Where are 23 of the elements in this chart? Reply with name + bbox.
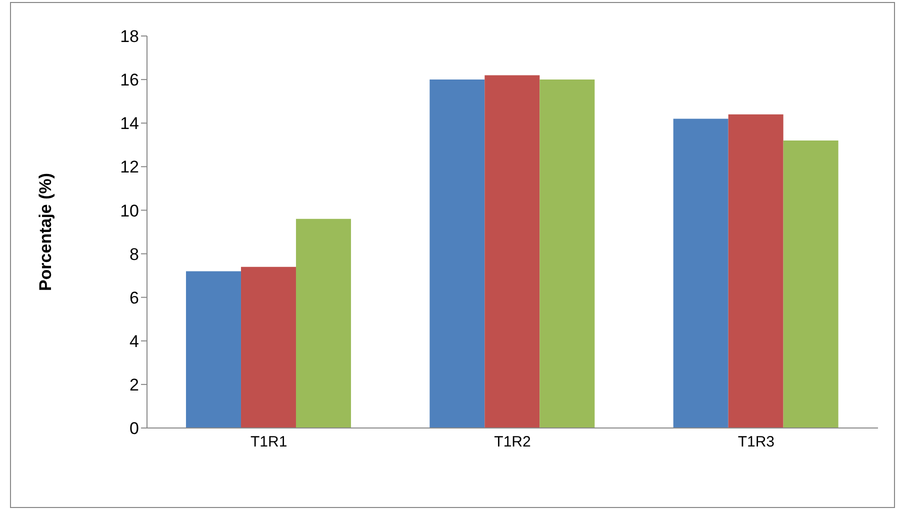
bar [728,114,784,428]
y-tick-label: 14 [120,114,139,134]
y-tick-label: 0 [130,419,139,438]
x-tick-label: T1R1 [250,434,288,451]
bar [783,140,838,428]
bar [484,75,540,428]
bar [430,80,485,428]
bar [673,118,728,428]
y-tick-label: 10 [120,201,139,220]
bar [540,80,595,428]
bar [186,271,241,428]
x-tick-label: T1R2 [494,434,531,451]
bar [240,266,296,428]
y-axis-title: Porcentaje (%) [36,172,56,292]
bar [296,218,351,428]
y-tick-label: 12 [120,158,139,177]
x-tick-label: T1R3 [738,434,775,451]
y-tick-label: 2 [130,375,139,394]
y-tick-label: 8 [130,244,139,264]
y-tick-label: 4 [130,332,139,351]
y-tick-label: 6 [130,288,139,308]
y-tick-label: 18 [120,27,139,46]
y-tick-label: 16 [120,70,139,90]
